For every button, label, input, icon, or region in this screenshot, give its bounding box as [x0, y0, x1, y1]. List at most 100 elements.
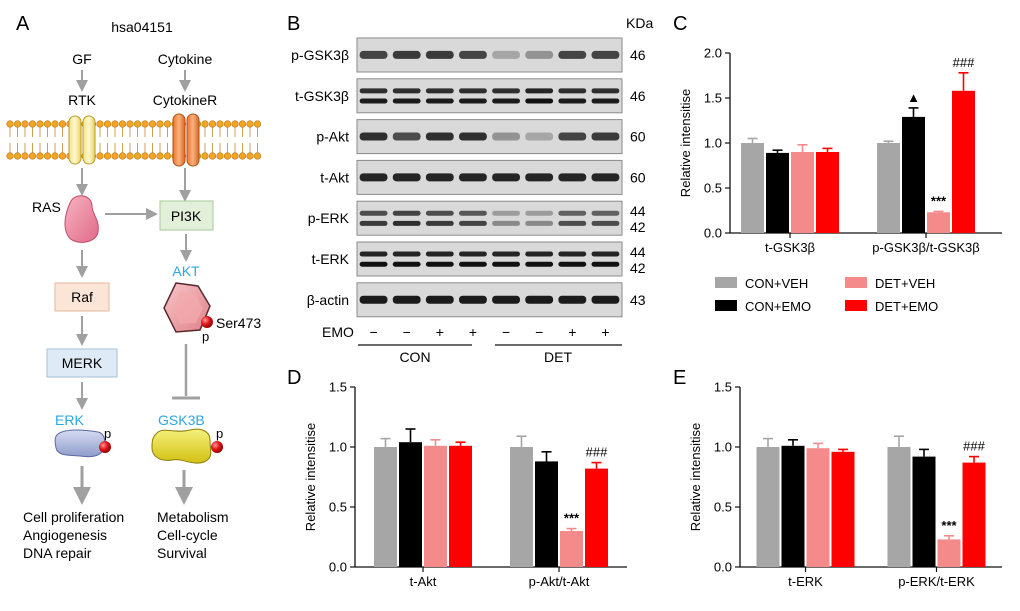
blot-band: [359, 220, 388, 226]
bar: [962, 462, 986, 567]
ser473-label: Ser473: [216, 315, 261, 331]
blot-row: p-GSK3β 46: [291, 37, 646, 73]
legend-label: DET+VEH: [875, 276, 935, 291]
blot-band: [492, 88, 520, 94]
blot-kda: 46: [630, 47, 646, 63]
rtk-receptor: [68, 115, 96, 165]
blot-band: [492, 210, 520, 216]
blot-band: [425, 295, 454, 304]
y-tick-label: 1.5: [714, 380, 732, 395]
emo-sign: +: [436, 324, 444, 340]
raf-box: [54, 282, 110, 312]
blot-band: [558, 98, 587, 104]
erk-phospho-p: p: [104, 426, 111, 441]
pi3k-label: PI3K: [171, 208, 202, 224]
gsk3b-phospho-p: p: [216, 426, 223, 441]
x-category-label: p-ERK/t-ERK: [898, 574, 975, 589]
blot-row-label: t-Akt: [320, 169, 349, 185]
erk-phospho-ball: [99, 441, 111, 453]
blot-band: [392, 98, 421, 104]
blot-band: [392, 132, 421, 141]
blot-band: [359, 88, 388, 94]
legend-swatch: [845, 300, 867, 311]
legend-swatch: [715, 300, 737, 311]
blot-kda: 46: [630, 88, 646, 104]
pi3k-box: [159, 200, 214, 231]
ras-shape: [64, 195, 99, 243]
chart-panel-e: E 0.0 0.5 1.0 1.5 Relative intensitise t-ERK p…: [673, 367, 1002, 589]
panel-label-d: D: [287, 367, 301, 389]
blot-band: [459, 220, 487, 226]
bar: [781, 445, 805, 567]
blot-band: [591, 251, 620, 257]
merk-box: [46, 348, 118, 378]
gf-label: GF: [72, 51, 91, 67]
blot-band: [359, 210, 388, 216]
outcomes-left: Cell proliferation Angiogenesis DNA repa…: [23, 509, 124, 561]
blot-kda: 60: [630, 129, 646, 145]
group-con: CON: [399, 349, 430, 365]
blot-band: [359, 50, 388, 59]
gsk3b-label: GSK3B: [158, 412, 205, 428]
blot-band: [459, 132, 487, 141]
pathway-title: hsa04151: [111, 19, 173, 35]
blot-band: [359, 261, 388, 267]
y-tick-label: 1.0: [704, 136, 722, 151]
x-category-label: t-ERK: [788, 574, 823, 589]
blot-row-label: t-GSK3β: [295, 88, 349, 104]
blot-band: [492, 50, 520, 59]
bar: [887, 447, 911, 567]
blot-rows: p-GSK3β 46t-GSK3β 46p-Akt 60t-Akt 60p-ERK 444…: [291, 37, 646, 318]
emo-sign: +: [469, 324, 477, 340]
blot-band: [392, 50, 421, 59]
blot-band: [525, 132, 554, 141]
blot-band: [525, 88, 554, 94]
panel-label-e: E: [673, 367, 686, 389]
outcome-right-item: Metabolism: [157, 509, 229, 525]
significance-annotation: ###: [953, 55, 975, 70]
bar: [756, 447, 780, 567]
legend-label: CON+VEH: [745, 276, 808, 291]
chart-d: 0.0 0.5 1.0 1.5 Relative intensitise t-Akt p-A…: [303, 380, 627, 589]
cytokiner-label: CytokineR: [153, 92, 218, 108]
blot-band: [425, 132, 454, 141]
bar: [535, 461, 558, 567]
chart-panel-d: D 0.0 0.5 1.0 1.5 Relative intensitise t-Akt p…: [287, 367, 627, 589]
blot-band: [558, 261, 587, 267]
y-tick-label: 1.0: [329, 440, 347, 455]
bar: [766, 152, 789, 233]
raf-label: Raf: [71, 289, 93, 305]
blot-band: [558, 88, 587, 94]
chart-c: 0.0 0.5 1.0 1.5 2.0 Relative intensitise t-GSK…: [678, 46, 1002, 255]
legend: CON+VEH CON+EMO DET+VEH DET+EMO: [715, 276, 938, 314]
bar: [877, 143, 900, 233]
blot-band: [359, 295, 388, 304]
blot-band: [558, 132, 587, 141]
outcome-right-item: Cell-cycle: [157, 527, 218, 543]
blot-row: t-GSK3β 46: [295, 78, 646, 114]
blot-row: t-Akt 60: [320, 159, 646, 195]
blot-band: [392, 295, 421, 304]
cytokine-receptor: [172, 113, 200, 167]
blot-row-label: t-ERK: [312, 251, 350, 267]
panel-label-a: A: [16, 13, 30, 35]
emo-sign: −: [535, 324, 543, 340]
blot-band: [392, 88, 421, 94]
blot-band: [492, 261, 520, 267]
y-axis-label: Relative intensitise: [678, 89, 693, 197]
akt-label: AKT: [172, 263, 200, 279]
blot-band: [525, 295, 554, 304]
blot-band: [525, 210, 554, 216]
blot-band: [591, 210, 620, 216]
panel-label-c: C: [673, 13, 687, 35]
blot-band: [359, 98, 388, 104]
bar: [560, 531, 583, 567]
group-det: DET: [544, 349, 572, 365]
blot-panel: B KDa p-GSK3β 46t-GSK3β 46p-Akt 60t-Akt 60p-…: [287, 13, 653, 365]
blot-band: [392, 261, 421, 267]
emo-signs: − − + + − − + +: [369, 324, 609, 340]
x-category-label: t-GSK3β: [765, 240, 815, 255]
blot-kda: 42: [630, 260, 646, 276]
bar: [831, 451, 855, 567]
